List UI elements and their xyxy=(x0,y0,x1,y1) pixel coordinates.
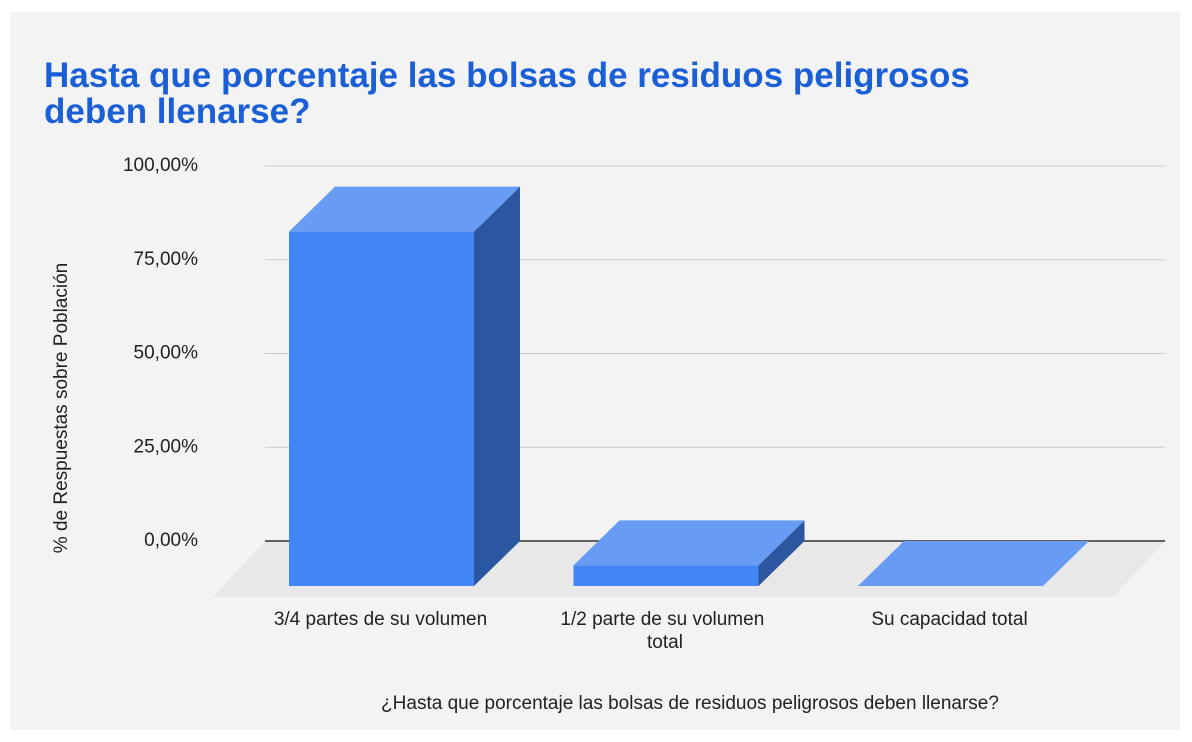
chart-title: Hasta que porcentaje las bolsas de resid… xyxy=(44,56,980,131)
y-tick-label: 50,00% xyxy=(134,343,199,364)
y-tick-label: 0,00% xyxy=(144,530,198,551)
bar-side xyxy=(758,520,805,586)
y-axis-label: % de Respuestas sobre Población xyxy=(51,263,72,553)
bar xyxy=(573,520,805,586)
y-tick-label: 100,00% xyxy=(123,155,198,176)
x-tick-label: 1/2 parte de su volumen total xyxy=(560,609,769,653)
x-tick-label: 3/4 partes de su volumen xyxy=(274,609,487,630)
y-tick-label: 25,00% xyxy=(134,436,199,457)
bar-side xyxy=(474,186,520,586)
bar-top xyxy=(289,186,520,232)
bar xyxy=(858,541,1089,586)
y-tick-label: 75,00% xyxy=(134,249,199,270)
x-axis-label: ¿Hasta que porcentaje las bolsas de resi… xyxy=(381,693,999,714)
bar xyxy=(289,186,520,586)
bar-top xyxy=(573,520,805,566)
x-tick-label: Su capacidad total xyxy=(871,609,1027,630)
chart-background xyxy=(10,12,1180,730)
bar-top xyxy=(858,541,1089,586)
bar-front xyxy=(573,565,759,586)
bar-front xyxy=(289,231,474,586)
